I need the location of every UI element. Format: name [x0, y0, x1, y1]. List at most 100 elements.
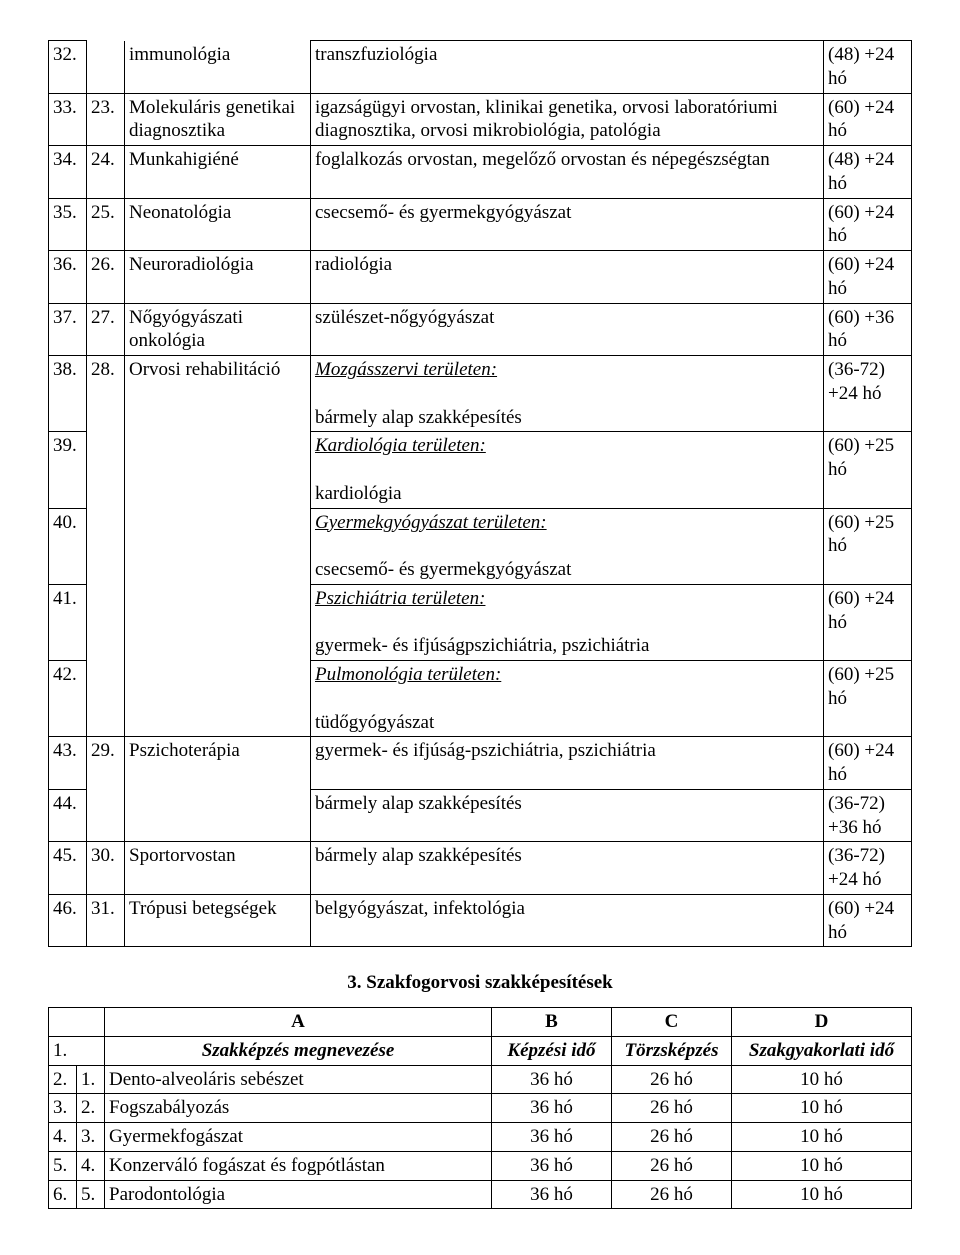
duration-cell: (36-72) +36 hó	[824, 789, 912, 842]
name-cell: Sportorvostan	[125, 842, 311, 895]
duration-cell: (60) +25 hó	[824, 661, 912, 737]
row-index-inner: 5.	[77, 1180, 105, 1209]
name-cell: immunológia	[125, 41, 311, 94]
table-row: 37.27.Nőgyógyászati onkológiaszülészet-n…	[49, 303, 912, 356]
szakgyak-cell: 10 hó	[732, 1123, 912, 1152]
table-row: 6.5.Parodontológia36 hó26 hó10 hó	[49, 1180, 912, 1209]
table-header-row: ABCD	[49, 1008, 912, 1037]
row-index-inner	[87, 584, 125, 660]
row-index-outer: 43.	[49, 737, 87, 790]
description-cell: foglalkozás orvostan, megelőző orvostan …	[311, 146, 824, 199]
row-index-outer: 38.	[49, 356, 87, 432]
table-row: 3.2.Fogszabályozás36 hó26 hó10 hó	[49, 1094, 912, 1123]
kepzesi-cell: 36 hó	[492, 1094, 612, 1123]
row-index-outer: 3.	[49, 1094, 77, 1123]
description-cell: radiológia	[311, 251, 824, 304]
name-cell: Munkahigiéné	[125, 146, 311, 199]
header-b: B	[492, 1008, 612, 1037]
torzs-cell: 26 hó	[612, 1065, 732, 1094]
table-row: 33.23.Molekuláris genetikai diagnosztika…	[49, 93, 912, 146]
row-index-inner: 29.	[87, 737, 125, 790]
kepzesi-cell: 36 hó	[492, 1065, 612, 1094]
description-cell: gyermek- és ifjúság-pszichiátria, pszich…	[311, 737, 824, 790]
table-1: 32. immunológiatranszfuziológia(48) +24 h…	[48, 40, 912, 947]
row-index-outer: 35.	[49, 198, 87, 251]
row-index-inner: 23.	[87, 93, 125, 146]
table-row: 42.Pulmonológia területen: tüdőgyógyásza…	[49, 661, 912, 737]
name-cell: Trópusi betegségek	[125, 894, 311, 947]
szakgyak-cell: 10 hó	[732, 1180, 912, 1209]
area-body: tüdőgyógyászat	[315, 711, 819, 735]
row-index-outer: 33.	[49, 93, 87, 146]
row-index-outer: 34.	[49, 146, 87, 199]
table-row: 39. Kardiológia területen: kardiológia(60…	[49, 432, 912, 508]
duration-cell: (60) +25 hó	[824, 432, 912, 508]
row-index-inner: 4.	[77, 1151, 105, 1180]
row-index-inner: 26.	[87, 251, 125, 304]
torzs-cell: 26 hó	[612, 1123, 732, 1152]
table-row: 41.Pszichiátria területen: gyermek- és i…	[49, 584, 912, 660]
name-cell: Parodontológia	[105, 1180, 492, 1209]
kepzesi-cell: 36 hó	[492, 1123, 612, 1152]
duration-cell: (48) +24 hó	[824, 41, 912, 94]
row-index-outer: 6.	[49, 1180, 77, 1209]
row-index-outer: 32.	[49, 41, 87, 94]
duration-cell: (60) +24 hó	[824, 198, 912, 251]
table-row: 5.4.Konzerváló fogászat és fogpótlástan3…	[49, 1151, 912, 1180]
name-cell: Pszichoterápia	[125, 737, 311, 790]
area-body: kardiológia	[315, 482, 819, 506]
row-index-outer: 39.	[49, 432, 87, 508]
table-row: 4.3.Gyermekfogászat36 hó26 hó10 hó	[49, 1123, 912, 1152]
name-cell: Molekuláris genetikai diagnosztika	[125, 93, 311, 146]
row-index-outer: 45.	[49, 842, 87, 895]
name-cell: Konzerváló fogászat és fogpótlástan	[105, 1151, 492, 1180]
szakgyak-cell: 10 hó	[732, 1094, 912, 1123]
kepzesi-cell: 36 hó	[492, 1180, 612, 1209]
name-cell	[125, 661, 311, 737]
area-body: csecsemő- és gyermekgyógyászat	[315, 558, 819, 582]
row-index-outer: 4.	[49, 1123, 77, 1152]
table-row: 2.1.Dento-alveoláris sebészet36 hó26 hó1…	[49, 1065, 912, 1094]
torzs-cell: 26 hó	[612, 1151, 732, 1180]
duration-cell: (60) +25 hó	[824, 508, 912, 584]
szakgyak-cell: 10 hó	[732, 1151, 912, 1180]
name-cell: Nőgyógyászati onkológia	[125, 303, 311, 356]
table-row: 38.28.Orvosi rehabilitációMozgásszervi t…	[49, 356, 912, 432]
duration-cell: (60) +24 hó	[824, 894, 912, 947]
table-row: 45.30.Sportorvostanbármely alap szakképe…	[49, 842, 912, 895]
header-a: A	[105, 1008, 492, 1037]
row-index-outer: 36.	[49, 251, 87, 304]
row-index-inner: 31.	[87, 894, 125, 947]
description-cell: bármely alap szakképesítés	[311, 842, 824, 895]
duration-cell: (60) +36 hó	[824, 303, 912, 356]
description-cell: szülészet-nőgyógyászat	[311, 303, 824, 356]
name-cell: Fogszabályozás	[105, 1094, 492, 1123]
description-cell: Kardiológia területen: kardiológia	[311, 432, 824, 508]
area-title: Pszichiátria területen:	[315, 587, 819, 611]
name-cell: Gyermekfogászat	[105, 1123, 492, 1152]
header-d: D	[732, 1008, 912, 1037]
name-cell: Dento-alveoláris sebészet	[105, 1065, 492, 1094]
kepzesi-cell: 36 hó	[492, 1151, 612, 1180]
torzs-cell: 26 hó	[612, 1180, 732, 1209]
description-cell: transzfuziológia	[311, 41, 824, 94]
row-index-outer: 44.	[49, 789, 87, 842]
table-2: ABCD1.Szakképzés megnevezéseKépzési időT…	[48, 1007, 912, 1209]
torzs-cell: 26 hó	[612, 1094, 732, 1123]
description-cell: Pulmonológia területen: tüdőgyógyászat	[311, 661, 824, 737]
table-row: 44. bármely alap szakképesítés(36-72) +36…	[49, 789, 912, 842]
row-index-inner	[87, 508, 125, 584]
row-index-inner: 24.	[87, 146, 125, 199]
header-c: C	[612, 1008, 732, 1037]
duration-cell: (60) +24 hó	[824, 584, 912, 660]
row-index-inner	[87, 661, 125, 737]
name-cell: Neuroradiológia	[125, 251, 311, 304]
row-index-inner: 28.	[87, 356, 125, 432]
description-cell: Mozgásszervi területen: bármely alap sza…	[311, 356, 824, 432]
row-index-inner: 25.	[87, 198, 125, 251]
duration-cell: (60) +24 hó	[824, 251, 912, 304]
description-cell: bármely alap szakképesítés	[311, 789, 824, 842]
row-index-inner: 1.	[77, 1065, 105, 1094]
subheader-torzs: Törzsképzés	[612, 1036, 732, 1065]
area-title: Kardiológia területen:	[315, 434, 819, 458]
